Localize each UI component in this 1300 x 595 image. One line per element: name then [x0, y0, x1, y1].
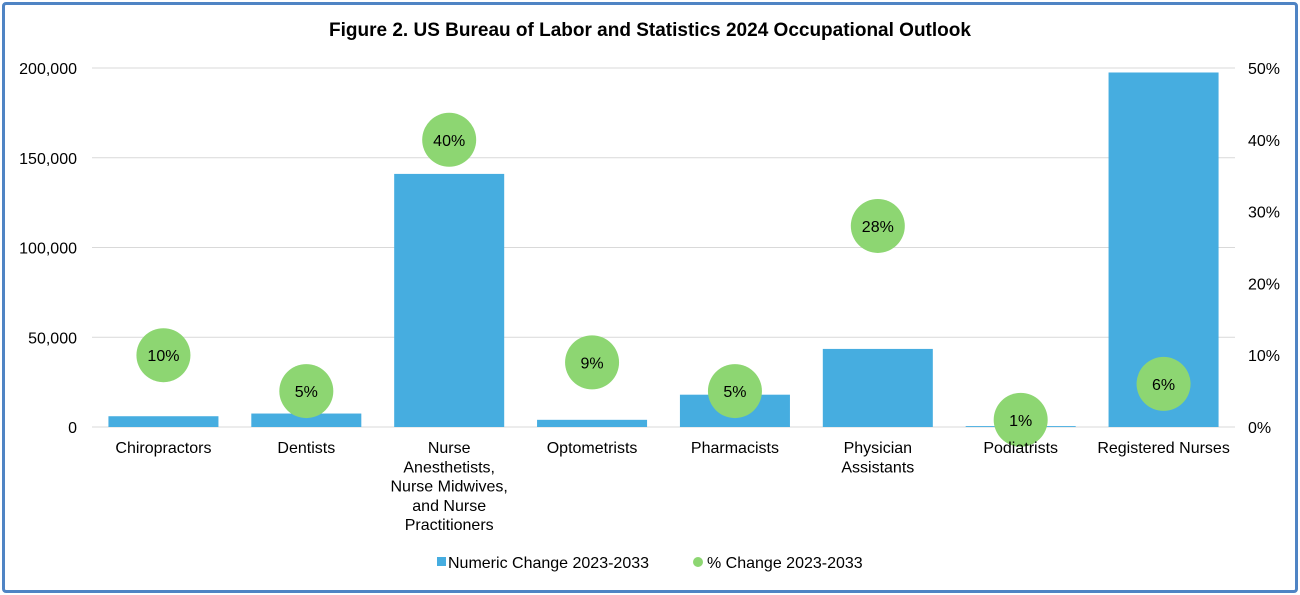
bar-series	[108, 72, 1219, 428]
right-tick-label: 50%	[1248, 61, 1280, 78]
right-tick-label: 20%	[1248, 276, 1280, 293]
legend: Numeric Change 2023-2033 % Change 2023-2…	[437, 555, 863, 572]
percent-marker	[850, 198, 905, 253]
category-label: Pharmacists	[691, 440, 779, 457]
percent-marker	[279, 364, 334, 419]
percent-data-label: 1%	[1009, 413, 1032, 430]
category-label: Registered Nurses	[1097, 440, 1230, 457]
left-tick-label: 50,000	[28, 330, 77, 347]
legend-label-percent: % Change 2023-2033	[707, 555, 863, 572]
percent-marker	[565, 335, 620, 390]
category-label: Physician Assistants	[841, 440, 914, 476]
percent-marker	[707, 364, 762, 419]
percent-data-label: 40%	[433, 133, 465, 150]
left-tick-label: 150,000	[19, 151, 77, 168]
percent-data-label: 10%	[147, 348, 179, 365]
left-tick-label: 200,000	[19, 61, 77, 78]
right-tick-label: 0%	[1248, 420, 1271, 437]
percent-marker	[136, 328, 191, 383]
bar	[822, 348, 933, 427]
chart-title: Figure 2. US Bureau of Labor and Statist…	[329, 20, 971, 41]
bar	[108, 416, 219, 427]
percent-series: 10% 5% 40% 9% 5% 28% 1% 6%	[136, 112, 1191, 447]
bar	[251, 413, 362, 427]
percent-marker	[993, 392, 1048, 447]
category-label: Chiropractors	[115, 440, 211, 457]
bar	[394, 173, 505, 427]
category-label: Nurse Anesthetists, Nurse Midwives, and Nur…	[391, 440, 508, 534]
bar	[537, 419, 648, 427]
percent-marker	[1136, 356, 1191, 411]
percent-data-label: 5%	[723, 384, 746, 401]
left-tick-label: 100,000	[19, 241, 77, 258]
percent-data-label: 5%	[295, 384, 318, 401]
category-labels: Chiropractors Dentists Nurse Anesthetists, N…	[115, 440, 1229, 534]
gridlines	[92, 67, 1235, 428]
legend-label-numeric: Numeric Change 2023-2033	[448, 555, 649, 572]
right-tick-label: 10%	[1248, 348, 1280, 365]
percent-marker	[422, 112, 477, 167]
left-axis-ticks: 0 50,000 100,000 150,000 200,000	[19, 61, 77, 437]
category-label: Podiatrists	[983, 440, 1058, 457]
percent-data-label: 6%	[1152, 377, 1175, 394]
right-axis-ticks: 0% 10% 20% 30% 40% 50%	[1248, 61, 1280, 437]
right-tick-label: 30%	[1248, 205, 1280, 222]
category-label: Optometrists	[547, 440, 638, 457]
left-tick-label: 0	[68, 420, 77, 437]
legend-swatch-numeric	[437, 557, 446, 566]
percent-data-label: 28%	[862, 219, 894, 236]
category-label: Dentists	[277, 440, 335, 457]
legend-swatch-percent	[693, 557, 703, 567]
right-tick-label: 40%	[1248, 133, 1280, 150]
percent-data-label: 9%	[581, 355, 604, 372]
